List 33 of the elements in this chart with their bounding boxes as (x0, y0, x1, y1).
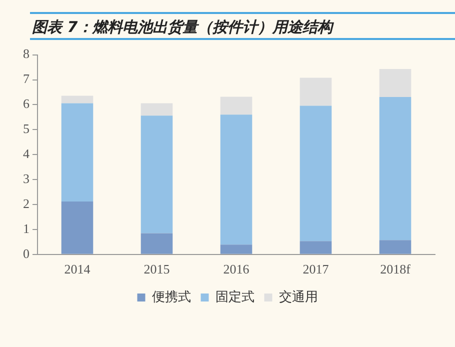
bar (379, 96, 412, 240)
x-tick-label: 2015 (144, 262, 170, 277)
bar (300, 78, 332, 106)
y-tick-label: 3 (23, 170, 30, 186)
y-tick-label: 6 (23, 96, 30, 112)
bar (61, 202, 94, 254)
bar (61, 96, 94, 104)
y-tick-label: 0 (23, 246, 30, 261)
x-tick-label: 2017 (302, 262, 330, 277)
y-tick-label: 1 (23, 220, 30, 236)
x-tick-label: 2016 (223, 262, 250, 277)
legend-label: 便携式 (152, 290, 191, 305)
bar (220, 96, 252, 115)
y-tick-label: 8 (23, 46, 30, 62)
bar (140, 116, 173, 234)
y-tick-label: 4 (23, 146, 30, 162)
bar (220, 244, 252, 254)
bar (140, 233, 173, 254)
legend-label: 固定式 (215, 290, 254, 305)
y-tick-label: 7 (23, 71, 30, 86)
bar (220, 114, 252, 245)
chart-title: 图表 7：燃料电池出货量（按件计）用途结构 (30, 12, 455, 40)
bar (300, 106, 332, 242)
legend-label: 交通用 (278, 288, 318, 305)
y-tick-label: 5 (23, 121, 30, 136)
bar (140, 103, 173, 116)
bar (379, 69, 412, 97)
bar (61, 103, 94, 202)
bar (300, 241, 332, 254)
x-tick-label: 2014 (64, 262, 91, 277)
x-tick-label: 2018f (380, 262, 412, 277)
bar (379, 240, 412, 254)
y-tick-label: 2 (23, 196, 30, 211)
